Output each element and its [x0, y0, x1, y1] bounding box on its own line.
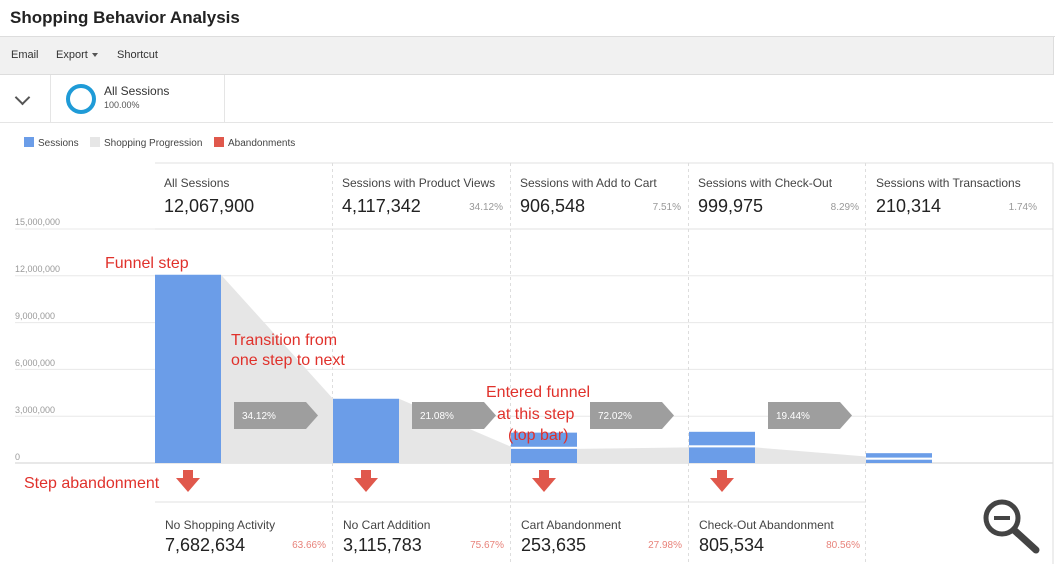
annotation-funnel-step: Funnel step [105, 255, 189, 272]
abandonment-label: No Shopping Activity [165, 518, 276, 532]
step-value: 12,067,900 [164, 196, 255, 216]
abandonment-arrow-icon [532, 470, 556, 492]
abandonment-arrow-icon [176, 470, 200, 492]
abandonment-value: 3,115,783 [343, 535, 422, 555]
step-value: 210,314 [876, 196, 942, 216]
legend-label: Abandonments [228, 138, 296, 149]
transition-label: 19.44% [776, 411, 810, 422]
segment-bar [0, 75, 1053, 123]
segment-percent: 100.00% [104, 100, 140, 110]
legend-label: Sessions [38, 138, 79, 149]
y-tick-label: 3,000,000 [15, 405, 56, 415]
step-label: Sessions with Add to Cart [520, 176, 657, 190]
step-label: Sessions with Transactions [876, 176, 1021, 190]
step-value: 906,548 [520, 196, 586, 216]
y-tick-label: 12,000,000 [15, 264, 61, 274]
session-bar [333, 398, 399, 463]
step-percent: 7.51% [652, 202, 681, 213]
abandonment-arrow-icon [710, 470, 734, 492]
step-label: Sessions with Product Views [342, 176, 496, 190]
annotation-entered-2: at this step [497, 406, 575, 423]
legend-item-shopping-progression[interactable]: Shopping Progression [90, 137, 202, 149]
abandonment-label: Check-Out Abandonment [699, 518, 834, 532]
annotation-entered-1: Entered funnel [486, 384, 591, 401]
page-title: Shopping Behavior Analysis [10, 8, 240, 27]
transition-label: 21.08% [420, 411, 454, 422]
export-label: Export [56, 49, 88, 61]
legend-swatch [24, 137, 34, 147]
y-tick-label: 0 [15, 452, 21, 462]
step-percent: 34.12% [469, 202, 503, 213]
abandonment-value: 7,682,634 [165, 535, 246, 555]
y-tick-label: 6,000,000 [15, 358, 56, 368]
step-label: All Sessions [164, 176, 230, 190]
step-label: Sessions with Check-Out [698, 176, 833, 190]
legend-swatch [90, 137, 100, 147]
y-tick-label: 15,000,000 [15, 217, 61, 227]
session-bar [511, 448, 577, 463]
abandonment-percent: 27.98% [648, 540, 682, 551]
entered-funnel-bar [866, 453, 932, 458]
abandonment-value: 805,534 [699, 535, 765, 555]
abandonment-percent: 63.66% [292, 540, 326, 551]
session-bar [155, 274, 221, 463]
transition-label: 34.12% [242, 411, 276, 422]
step-value: 4,117,342 [342, 196, 421, 216]
annotation-transition-1: Transition from [231, 332, 338, 349]
abandonment-percent: 80.56% [826, 540, 860, 551]
annotation-entered-3: (top bar) [508, 427, 569, 444]
transition-arrow [234, 402, 318, 429]
step-value: 999,975 [698, 196, 764, 216]
segment-ring-icon [66, 84, 96, 114]
entered-funnel-bar [511, 432, 577, 447]
legend-item-sessions[interactable]: Sessions [24, 137, 79, 149]
email-button[interactable]: Email [11, 49, 39, 61]
step-percent: 1.74% [1008, 202, 1037, 213]
session-bar [689, 447, 755, 463]
abandonment-label: Cart Abandonment [521, 518, 622, 532]
caret-down-icon [91, 53, 98, 58]
shortcut-button[interactable]: Shortcut [117, 49, 158, 61]
transition-arrow [768, 402, 852, 429]
zoom-out-icon[interactable] [978, 494, 1042, 554]
step-percent: 8.29% [830, 202, 859, 213]
abandonment-value: 253,635 [521, 535, 587, 555]
annotation-transition-2: one step to next [231, 352, 345, 369]
progression-area [577, 447, 689, 463]
segment-name: All Sessions [104, 84, 170, 98]
segment-chip[interactable] [50, 75, 225, 122]
abandonment-label: No Cart Addition [343, 518, 431, 532]
abandonment-percent: 75.67% [470, 540, 504, 551]
export-button[interactable]: Export [56, 49, 98, 61]
y-tick-label: 9,000,000 [15, 311, 56, 321]
annotation-step-abandonment: Step abandonment [24, 475, 160, 492]
transition-arrow [590, 402, 674, 429]
toolbar: Email Export Shortcut [0, 37, 1054, 75]
abandonment-arrow-icon [354, 470, 378, 492]
transition-arrow [412, 402, 496, 429]
segment-toggle[interactable] [0, 75, 51, 122]
transition-label: 72.02% [598, 411, 632, 422]
legend-swatch [214, 137, 224, 147]
legend-label: Shopping Progression [104, 138, 203, 149]
page-header: Shopping Behavior Analysis [0, 0, 1055, 37]
progression-area [755, 447, 866, 463]
entered-funnel-bar [689, 431, 755, 446]
session-bar [866, 459, 932, 463]
legend-item-abandonments[interactable]: Abandonments [214, 137, 295, 149]
